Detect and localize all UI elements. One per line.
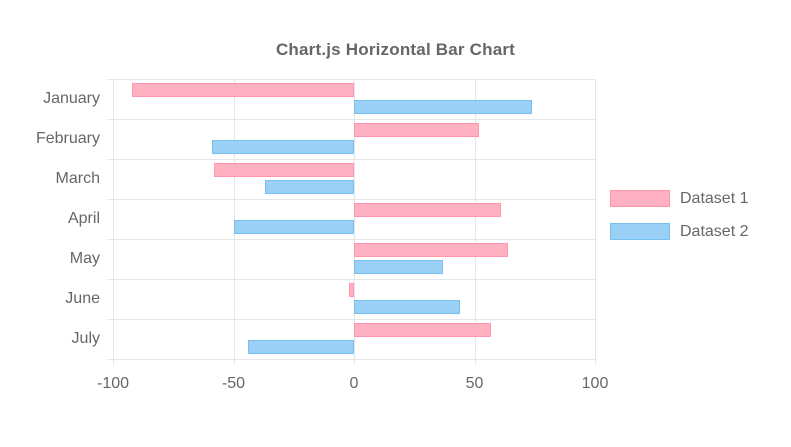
bar-dataset-1-january[interactable] <box>132 83 354 97</box>
bar-dataset-1-march[interactable] <box>214 163 354 177</box>
legend: Dataset 1 Dataset 2 <box>610 190 748 256</box>
gridline-vertical <box>234 79 235 359</box>
gridline-vertical <box>595 79 596 359</box>
legend-swatch-icon <box>610 190 670 207</box>
bar-dataset-2-april[interactable] <box>233 220 354 234</box>
bar-dataset-1-june[interactable] <box>349 283 354 297</box>
x-tick-mark <box>475 359 476 365</box>
y-tick-mark <box>107 319 113 320</box>
y-axis-label-february: February <box>35 130 100 147</box>
bar-dataset-2-july[interactable] <box>248 340 354 354</box>
bar-dataset-2-march[interactable] <box>264 180 354 194</box>
bar-dataset-1-april[interactable] <box>354 203 501 217</box>
y-axis-label-january: January <box>43 90 100 107</box>
y-tick-mark <box>107 159 113 160</box>
legend-label: Dataset 1 <box>680 189 749 207</box>
x-axis-tick-label: 50 <box>465 375 484 392</box>
gridline-horizontal <box>113 359 595 360</box>
legend-swatch-icon <box>610 223 670 240</box>
gridline-vertical <box>113 79 114 359</box>
gridline-vertical <box>354 79 355 359</box>
chart-title: Chart.js Horizontal Bar Chart <box>275 40 516 59</box>
y-axis-label-may: May <box>69 250 100 267</box>
bar-dataset-1-july[interactable] <box>354 323 492 337</box>
gridline-horizontal <box>113 79 595 80</box>
y-tick-mark <box>107 199 113 200</box>
bar-dataset-1-february[interactable] <box>354 123 480 137</box>
legend-label: Dataset 2 <box>680 222 749 240</box>
y-axis-label-april: April <box>67 210 100 227</box>
x-axis-tick-label: -50 <box>221 375 246 392</box>
legend-item-dataset-1[interactable]: Dataset 1 <box>610 190 748 207</box>
x-tick-mark <box>595 359 596 365</box>
x-axis-tick-label: 0 <box>349 375 359 392</box>
gridline-horizontal <box>113 319 595 320</box>
gridline-horizontal <box>113 199 595 200</box>
y-tick-mark <box>107 79 113 80</box>
legend-item-dataset-2[interactable]: Dataset 2 <box>610 223 748 240</box>
y-tick-mark <box>107 359 113 360</box>
bar-dataset-2-february[interactable] <box>211 140 354 154</box>
y-tick-mark <box>107 119 113 120</box>
y-axis-label-march: March <box>55 170 100 187</box>
x-tick-mark <box>234 359 235 365</box>
y-tick-mark <box>107 279 113 280</box>
x-tick-mark <box>354 359 355 365</box>
gridline-horizontal <box>113 239 595 240</box>
y-tick-mark <box>107 239 113 240</box>
x-axis-tick-label: -100 <box>96 375 130 392</box>
plot-area[interactable] <box>107 79 596 365</box>
bar-dataset-1-may[interactable] <box>354 243 509 257</box>
x-tick-mark <box>113 359 114 365</box>
y-axis-label-july: July <box>71 330 100 347</box>
bar-dataset-2-january[interactable] <box>354 100 533 114</box>
x-axis-tick-label: 100 <box>581 375 609 392</box>
gridline-horizontal <box>113 279 595 280</box>
y-axis-label-june: June <box>65 290 100 307</box>
gridline-vertical <box>475 79 476 359</box>
bar-dataset-2-may[interactable] <box>354 260 444 274</box>
gridline-horizontal <box>113 159 595 160</box>
bar-dataset-2-june[interactable] <box>354 300 460 314</box>
gridline-horizontal <box>113 119 595 120</box>
